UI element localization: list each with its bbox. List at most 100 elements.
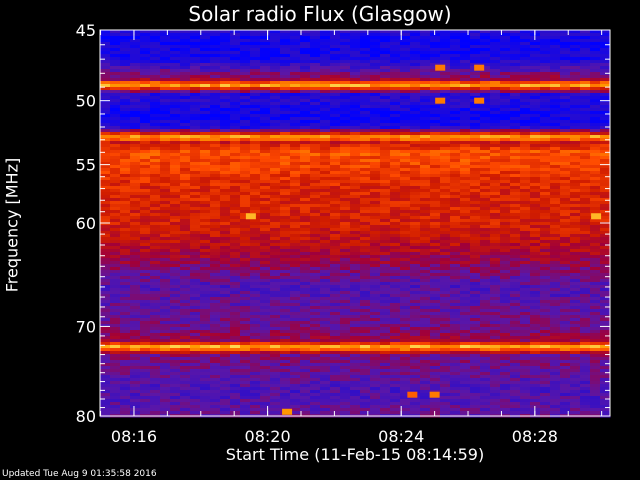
spectrogram-cell: [600, 144, 611, 148]
spectrogram-cell: [440, 219, 451, 223]
spectrogram-cell: [110, 84, 121, 88]
spectrogram-cell: [170, 42, 181, 46]
spectrogram-cell: [410, 231, 421, 235]
spectrogram-cell: [400, 168, 411, 172]
spectrogram-cell: [310, 282, 321, 286]
spectrogram-cell: [170, 102, 181, 106]
spectrogram-cell: [570, 231, 581, 235]
spectrogram-cell: [390, 204, 401, 208]
spectrogram-cell: [320, 114, 331, 118]
spectrogram-cell: [190, 177, 201, 181]
spectrogram-cell: [370, 117, 381, 121]
spectrogram-cell: [320, 132, 331, 136]
spectrogram-cell: [410, 240, 421, 244]
spectrogram-cell: [420, 303, 431, 307]
spectrogram-cell: [150, 273, 161, 277]
spectrogram-cell: [480, 165, 491, 169]
spectrogram-cell: [420, 69, 431, 73]
spectrogram-cell: [240, 195, 251, 199]
spectrogram-cell: [310, 219, 321, 223]
spectrogram-cell: [410, 270, 421, 274]
spectrogram-cell: [440, 105, 451, 109]
spectrogram-cell: [590, 111, 601, 115]
spectrogram-cell: [190, 297, 201, 301]
spectrogram-cell: [400, 249, 411, 253]
spectrogram-cell: [130, 42, 141, 46]
spectrogram-cell: [300, 102, 311, 106]
spectrogram-cell: [400, 219, 411, 223]
spectrogram-cell: [450, 207, 461, 211]
spectrogram-cell: [180, 270, 191, 274]
spectrogram-cell: [440, 87, 451, 91]
spectrogram-cell: [220, 186, 231, 190]
spectrogram-cell: [450, 165, 461, 169]
spectrogram-cell: [390, 144, 401, 148]
spectrogram-cell: [190, 102, 201, 106]
spectrogram-cell: [150, 99, 161, 103]
spectrogram-cell: [140, 321, 151, 325]
spectrogram-cell: [580, 222, 591, 226]
spectrogram-cell: [270, 234, 281, 238]
spectrogram-cell: [600, 171, 611, 175]
spectrogram-cell: [430, 117, 441, 121]
spectrogram-cell: [250, 51, 261, 55]
spectrogram-cell: [170, 261, 181, 265]
spectrogram-cell: [500, 147, 511, 151]
spectrogram-cell: [460, 195, 471, 199]
spectrogram-cell: [110, 114, 121, 118]
spectrogram-cell: [500, 69, 511, 73]
spectrogram-cell: [220, 240, 231, 244]
spectrogram-cell: [120, 183, 131, 187]
spectrogram-cell: [260, 132, 271, 136]
spectrogram-cell: [570, 282, 581, 286]
spectrogram-cell: [150, 96, 161, 100]
spectrogram-cell: [200, 72, 211, 76]
spectrogram-cell: [260, 144, 271, 148]
spectrogram-cell: [320, 159, 331, 163]
spectrogram-cell: [410, 264, 421, 268]
spectrogram-cell: [400, 183, 411, 187]
spectrogram-cell: [440, 51, 451, 55]
spectrogram-cell: [590, 186, 601, 190]
spectrogram-cell: [320, 42, 331, 46]
spectrogram-cell: [230, 267, 241, 271]
spectrogram-cell: [320, 165, 331, 169]
spectrogram-cell: [250, 48, 261, 52]
spectrogram-cell: [350, 216, 361, 220]
spectrogram-cell: [310, 168, 321, 172]
spectrogram-cell: [420, 243, 431, 247]
spectrogram-cell: [130, 282, 141, 286]
spectrogram-cell: [190, 96, 201, 100]
spectrogram-cell: [220, 243, 231, 247]
spectrogram-cell: [440, 300, 451, 304]
spectrogram-cell: [340, 297, 351, 301]
spectrogram-cell: [500, 207, 511, 211]
spectrogram-cell: [140, 204, 151, 208]
spectrogram-cell: [360, 258, 371, 262]
spectrogram-cell: [170, 300, 181, 304]
spectrogram-cell: [340, 189, 351, 193]
spectrogram-cell: [330, 246, 341, 250]
spectrogram-cell: [110, 138, 121, 142]
spectrogram-cell: [100, 294, 111, 298]
spectrogram-cell: [140, 213, 151, 217]
spectrogram-cell: [550, 300, 561, 304]
spectrogram-cell: [520, 228, 531, 232]
spectrogram-cell: [250, 264, 261, 268]
spectrogram-cell: [550, 48, 561, 52]
spectrogram-cell: [530, 294, 541, 298]
spectrogram-cell: [250, 72, 261, 76]
spectrogram-cell: [200, 75, 211, 79]
spectrogram-cell: [370, 105, 381, 109]
spectrogram-cell: [580, 147, 591, 151]
spectrogram-cell: [410, 51, 421, 55]
spectrogram-cell: [550, 156, 561, 160]
spectrogram-cell: [350, 69, 361, 73]
spectrogram-cell: [590, 219, 601, 223]
spectrogram-cell: [240, 276, 251, 280]
spectrogram-cell: [440, 111, 451, 115]
spectrogram-cell: [310, 279, 321, 283]
spectrogram-cell: [270, 141, 281, 145]
spectrogram-cell: [240, 45, 251, 49]
spectrogram-cell: [360, 264, 371, 268]
